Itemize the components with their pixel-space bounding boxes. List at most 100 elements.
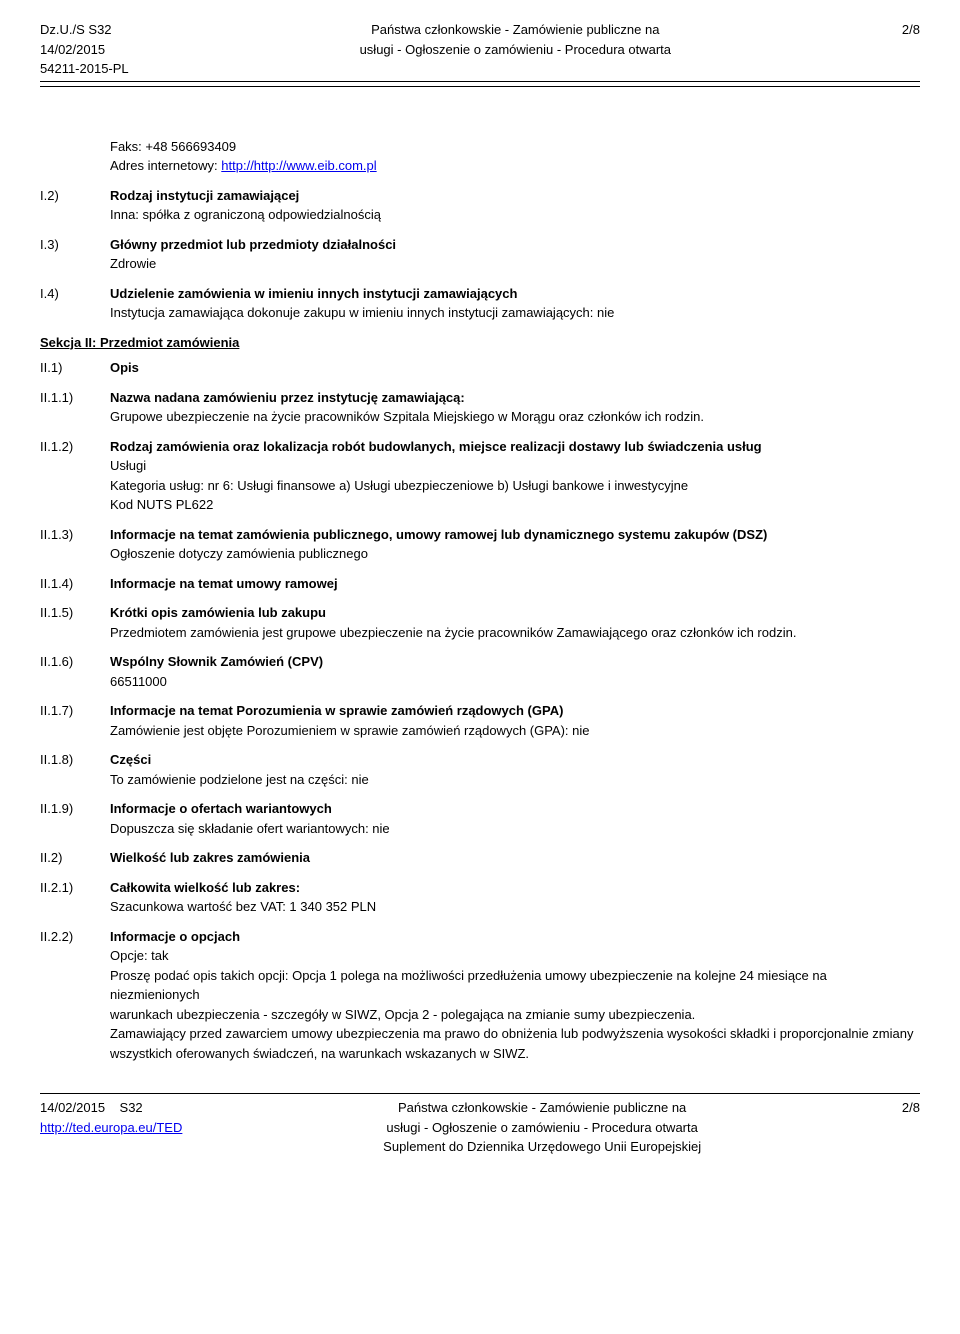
entry-label: II.1.3) bbox=[40, 525, 110, 564]
entry-label: II.1.4) bbox=[40, 574, 110, 594]
entry: II.1.5)Krótki opis zamówienia lub zakupu… bbox=[40, 603, 920, 642]
entry-label: II.2.2) bbox=[40, 927, 110, 1064]
entry-title: Części bbox=[110, 750, 920, 770]
entry: II.1.8)CzęściTo zamówienie podzielone je… bbox=[40, 750, 920, 789]
header-pagenum: 2/8 bbox=[902, 20, 920, 40]
entry-text: Grupowe ubezpieczenie na życie pracownik… bbox=[110, 407, 920, 427]
entry-text: Przedmiotem zamówienia jest grupowe ubez… bbox=[110, 623, 920, 643]
entry-text: Opcje: tak bbox=[110, 946, 920, 966]
page-header: Dz.U./S S32 14/02/2015 54211-2015-PL Pań… bbox=[40, 20, 920, 82]
header-left-line2: 14/02/2015 bbox=[40, 40, 129, 60]
entry: II.1)Opis bbox=[40, 358, 920, 378]
entry-title: Informacje na temat umowy ramowej bbox=[110, 574, 920, 594]
header-right: 2/8 bbox=[902, 20, 920, 79]
header-rule bbox=[40, 86, 920, 87]
entry-body: Informacje na temat Porozumienia w spraw… bbox=[110, 701, 920, 740]
entry-title: Wielkość lub zakres zamówienia bbox=[110, 848, 920, 868]
entry-title: Całkowita wielkość lub zakres: bbox=[110, 878, 920, 898]
entry-label: II.1.6) bbox=[40, 652, 110, 691]
entry-body: Nazwa nadana zamówieniu przez instytucję… bbox=[110, 388, 920, 427]
entry-body: Główny przedmiot lub przedmioty działaln… bbox=[110, 235, 920, 274]
entry-text: 66511000 bbox=[110, 672, 920, 692]
internet-address: Adres internetowy: http://http://www.eib… bbox=[110, 156, 920, 176]
entry: II.2)Wielkość lub zakres zamówienia bbox=[40, 848, 920, 868]
entry-title: Nazwa nadana zamówieniu przez instytucję… bbox=[110, 388, 920, 408]
entry-text: Zamówienie jest objęte Porozumieniem w s… bbox=[110, 721, 920, 741]
entry-title: Udzielenie zamówienia w imieniu innych i… bbox=[110, 284, 920, 304]
entry-label: II.2) bbox=[40, 848, 110, 868]
entry: II.2.1)Całkowita wielkość lub zakres:Sza… bbox=[40, 878, 920, 917]
entry-text: Szacunkowa wartość bez VAT: 1 340 352 PL… bbox=[110, 897, 920, 917]
entry-text: Dopuszcza się składanie ofert wariantowy… bbox=[110, 819, 920, 839]
entry: I.4)Udzielenie zamówienia w imieniu inny… bbox=[40, 284, 920, 323]
entry-text: warunkach ubezpieczenia - szczegóły w SI… bbox=[110, 1005, 920, 1025]
footer-center: Państwa członkowskie - Zamówienie public… bbox=[383, 1098, 701, 1157]
footer-left-row1: 14/02/2015 S32 bbox=[40, 1098, 182, 1118]
footer-issue: S32 bbox=[120, 1100, 143, 1115]
entry-text: Ogłoszenie dotyczy zamówienia publiczneg… bbox=[110, 544, 920, 564]
entry-body: Udzielenie zamówienia w imieniu innych i… bbox=[110, 284, 920, 323]
footer-right: 2/8 bbox=[902, 1098, 920, 1157]
sections-group-1: I.2)Rodzaj instytucji zamawiającejInna: … bbox=[40, 186, 920, 323]
entry: II.2.2)Informacje o opcjachOpcje: takPro… bbox=[40, 927, 920, 1064]
entry-text: Inna: spółka z ograniczoną odpowiedzialn… bbox=[110, 205, 920, 225]
section-ii-header: Sekcja II: Przedmiot zamówienia bbox=[40, 333, 920, 353]
entry-body: Rodzaj instytucji zamawiającejInna: spół… bbox=[110, 186, 920, 225]
entry-text: Proszę podać opis takich opcji: Opcja 1 … bbox=[110, 966, 920, 1005]
footer-center-line1: Państwa członkowskie - Zamówienie public… bbox=[383, 1098, 701, 1118]
footer-pagenum: 2/8 bbox=[902, 1098, 920, 1118]
entry-label: II.1.8) bbox=[40, 750, 110, 789]
footer-center-line2: usługi - Ogłoszenie o zamówieniu - Proce… bbox=[383, 1118, 701, 1138]
entry-label: I.2) bbox=[40, 186, 110, 225]
entry-title: Rodzaj instytucji zamawiającej bbox=[110, 186, 920, 206]
entry: I.3)Główny przedmiot lub przedmioty dzia… bbox=[40, 235, 920, 274]
ted-link[interactable]: http://ted.europa.eu/TED bbox=[40, 1120, 182, 1135]
header-center-line2: usługi - Ogłoszenie o zamówieniu - Proce… bbox=[360, 40, 671, 60]
header-center-line1: Państwa członkowskie - Zamówienie public… bbox=[360, 20, 671, 40]
header-center: Państwa członkowskie - Zamówienie public… bbox=[360, 20, 671, 79]
entry-label: II.1) bbox=[40, 358, 110, 378]
entry-body: Informacje na temat zamówienia publiczne… bbox=[110, 525, 920, 564]
entry-label: II.1.9) bbox=[40, 799, 110, 838]
entry-title: Informacje na temat zamówienia publiczne… bbox=[110, 525, 920, 545]
entry: II.1.9)Informacje o ofertach wariantowyc… bbox=[40, 799, 920, 838]
entry-title: Główny przedmiot lub przedmioty działaln… bbox=[110, 235, 920, 255]
entry: II.1.1)Nazwa nadana zamówieniu przez ins… bbox=[40, 388, 920, 427]
header-left: Dz.U./S S32 14/02/2015 54211-2015-PL bbox=[40, 20, 129, 79]
sections-group-2: II.1)OpisII.1.1)Nazwa nadana zamówieniu … bbox=[40, 358, 920, 1063]
fax-block: Faks: +48 566693409 Adres internetowy: h… bbox=[110, 137, 920, 176]
entry: II.1.3)Informacje na temat zamówienia pu… bbox=[40, 525, 920, 564]
entry: II.1.7)Informacje na temat Porozumienia … bbox=[40, 701, 920, 740]
entry-text: Kategoria usług: nr 6: Usługi finansowe … bbox=[110, 476, 920, 496]
entry-label: I.3) bbox=[40, 235, 110, 274]
entry-text: Kod NUTS PL622 bbox=[110, 495, 920, 515]
entry-text: Usługi bbox=[110, 456, 920, 476]
entry-text: Instytucja zamawiająca dokonuje zakupu w… bbox=[110, 303, 920, 323]
content: Faks: +48 566693409 Adres internetowy: h… bbox=[40, 137, 920, 1064]
header-left-line3: 54211-2015-PL bbox=[40, 59, 129, 79]
entry: II.1.2)Rodzaj zamówienia oraz lokalizacj… bbox=[40, 437, 920, 515]
addr-label: Adres internetowy: bbox=[110, 158, 221, 173]
entry: II.1.6)Wspólny Słownik Zamówień (CPV)665… bbox=[40, 652, 920, 691]
footer-date: 14/02/2015 bbox=[40, 1100, 105, 1115]
entry-label: II.1.2) bbox=[40, 437, 110, 515]
entry-title: Opis bbox=[110, 358, 920, 378]
entry-label: II.1.5) bbox=[40, 603, 110, 642]
entry-body: Informacje o ofertach wariantowychDopusz… bbox=[110, 799, 920, 838]
entry-label: I.4) bbox=[40, 284, 110, 323]
footer-left: 14/02/2015 S32 http://ted.europa.eu/TED bbox=[40, 1098, 182, 1157]
entry-label: II.2.1) bbox=[40, 878, 110, 917]
entry-title: Informacje o opcjach bbox=[110, 927, 920, 947]
entry-body: Krótki opis zamówienia lub zakupuPrzedmi… bbox=[110, 603, 920, 642]
entry-title: Rodzaj zamówienia oraz lokalizacja robót… bbox=[110, 437, 920, 457]
eib-link[interactable]: http://http://www.eib.com.pl bbox=[221, 158, 376, 173]
entry-label: II.1.1) bbox=[40, 388, 110, 427]
entry-label: II.1.7) bbox=[40, 701, 110, 740]
header-left-line1: Dz.U./S S32 bbox=[40, 20, 129, 40]
entry-body: Wspólny Słownik Zamówień (CPV)66511000 bbox=[110, 652, 920, 691]
entry-body: Wielkość lub zakres zamówienia bbox=[110, 848, 920, 868]
entry-title: Krótki opis zamówienia lub zakupu bbox=[110, 603, 920, 623]
entry-text: Zamawiający przed zawarciem umowy ubezpi… bbox=[110, 1024, 920, 1063]
fax-line: Faks: +48 566693409 bbox=[110, 137, 920, 157]
entry-title: Informacje na temat Porozumienia w spraw… bbox=[110, 701, 920, 721]
